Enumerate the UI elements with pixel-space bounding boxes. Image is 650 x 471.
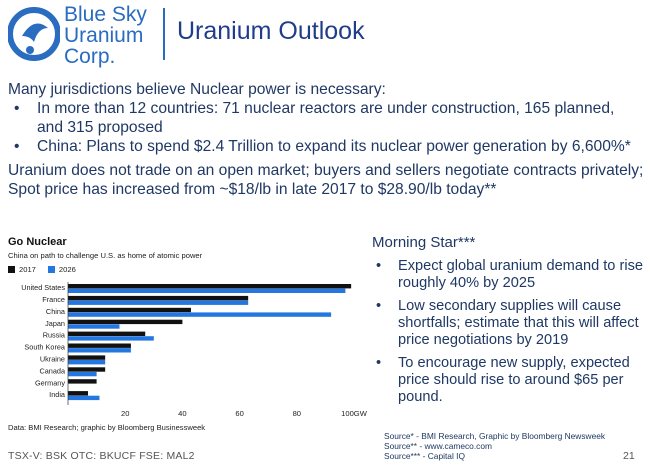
x-tick-label: 80 bbox=[293, 409, 301, 418]
bar-2017-south-korea bbox=[68, 343, 131, 348]
category-label: China bbox=[46, 307, 66, 316]
bullet-item: • In more than 12 countries: 71 nuclear … bbox=[8, 99, 644, 137]
bar-chart: United States France China Japan Russia South… bbox=[21, 282, 368, 418]
category-label: India bbox=[49, 390, 66, 399]
morning-star-bullet-text: Low secondary supplies will cause shortf… bbox=[398, 298, 639, 348]
morning-star-title: Morning Star*** bbox=[372, 234, 476, 251]
bar-2017-germany bbox=[68, 379, 97, 384]
bar-2017-russia bbox=[68, 331, 146, 336]
source-line: Source** - www.cameco.com bbox=[384, 441, 492, 451]
bullet-text: China: Plans to spend $2.4 Trillion to e… bbox=[37, 138, 631, 155]
bar-2017-united-states bbox=[68, 284, 352, 289]
bar-2017-ukraine bbox=[68, 355, 106, 360]
bar-2026-france bbox=[68, 300, 249, 305]
source-line: Source*** - Capital IQ bbox=[384, 451, 465, 461]
company-name-line1: Blue Sky bbox=[64, 3, 147, 26]
morning-star-panel: Morning Star*** • Expect global uranium … bbox=[372, 234, 644, 412]
x-tick-label: 20 bbox=[121, 409, 129, 418]
category-label: France bbox=[42, 295, 65, 304]
sources-list: Source* - BMI Research, Graphic by Bloom… bbox=[384, 431, 605, 461]
legend-item-2017: 2017 bbox=[8, 265, 36, 274]
chart-subtitle: China on path to challenge U.S. as home … bbox=[8, 251, 203, 260]
bar-2026-ukraine bbox=[68, 360, 106, 365]
intro-text: Many jurisdictions believe Nuclear power… bbox=[8, 81, 386, 98]
legend-swatch-2026 bbox=[47, 266, 55, 273]
bullet-dot: • bbox=[376, 258, 382, 274]
x-tick-label: 100GW bbox=[341, 409, 368, 418]
category-label: Russia bbox=[43, 331, 66, 340]
chart-source: Data: BMI Research; graphic by Bloomberg… bbox=[8, 423, 206, 432]
legend-swatch-2017 bbox=[8, 266, 15, 273]
bullet-item: • China: Plans to spend $2.4 Trillion to… bbox=[8, 137, 644, 156]
x-tick-label: 60 bbox=[235, 409, 243, 418]
ticker-symbols: TSX-V: BSK OTC: BKUCF FSE: MAL2 bbox=[8, 450, 195, 462]
category-label: Germany bbox=[35, 378, 65, 387]
bar-2017-india bbox=[68, 391, 89, 396]
bar-2017-china bbox=[68, 307, 191, 313]
legend-label-2017: 2017 bbox=[19, 265, 36, 274]
bar-2026-canada bbox=[68, 371, 97, 377]
morning-star-bullet: • To encourage new supply, expected pric… bbox=[372, 355, 644, 406]
chart-legend: 2017 2026 bbox=[8, 265, 76, 274]
bar-2017-france bbox=[68, 295, 249, 301]
category-label: Japan bbox=[45, 319, 65, 328]
morning-star-bullet-text: Expect global uranium demand to rise rou… bbox=[398, 258, 643, 291]
market-note: Uranium does not trade on an open market… bbox=[8, 162, 644, 198]
bullet-text: In more than 12 countries: 71 nuclear re… bbox=[37, 100, 615, 136]
company-name-line3: Corp. bbox=[64, 45, 116, 68]
source-line: Source* - BMI Research, Graphic by Bloom… bbox=[384, 431, 606, 441]
page-number: 21 bbox=[623, 450, 635, 462]
bar-2026-japan bbox=[68, 324, 120, 329]
bullet-dot: • bbox=[14, 100, 20, 117]
bullet-dot: • bbox=[14, 138, 20, 155]
bar-2017-canada bbox=[68, 367, 106, 372]
bullet-dot: • bbox=[376, 355, 382, 371]
morning-star-bullet: • Expect global uranium demand to rise r… bbox=[372, 258, 644, 292]
legend-item-2026: 2026 bbox=[47, 265, 76, 274]
header-divider bbox=[163, 8, 165, 60]
category-label: United States bbox=[21, 283, 65, 292]
bar-2026-india bbox=[68, 395, 100, 401]
company-logo bbox=[8, 7, 60, 61]
bar-2026-united-states bbox=[68, 288, 346, 293]
company-name: Blue Sky Uranium Corp. bbox=[64, 4, 147, 67]
bar-2026-russia bbox=[68, 336, 154, 341]
bar-2026-south-korea bbox=[68, 348, 131, 353]
bar-2017-japan bbox=[68, 319, 183, 325]
category-label: Ukraine bbox=[40, 355, 65, 364]
body-text: Many jurisdictions believe Nuclear power… bbox=[8, 80, 644, 199]
bar-2026-china bbox=[68, 312, 332, 317]
company-name-line2: Uranium bbox=[64, 24, 144, 47]
x-tick-label: 40 bbox=[178, 409, 186, 418]
category-label: South Korea bbox=[24, 343, 66, 352]
slide-title: Uranium Outlook bbox=[177, 17, 365, 45]
morning-star-bullet: • Low secondary supplies will cause shor… bbox=[372, 298, 644, 349]
morning-star-bullet-text: To encourage new supply, expected price … bbox=[398, 355, 630, 405]
chart-title: Go Nuclear bbox=[8, 236, 67, 248]
category-label: Canada bbox=[39, 366, 66, 375]
bullet-dot: • bbox=[376, 298, 382, 314]
legend-label-2026: 2026 bbox=[58, 265, 76, 274]
